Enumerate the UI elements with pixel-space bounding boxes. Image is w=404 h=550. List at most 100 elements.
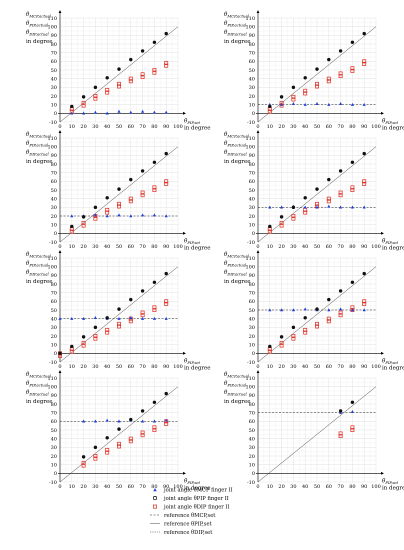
- y-tick-label: 0: [252, 231, 255, 237]
- y-tick-label: 90: [51, 153, 57, 159]
- legend-label-dip: joint angle θDIP finger II: [163, 505, 230, 511]
- x-tick-label: 50: [116, 484, 122, 490]
- y-tick-label: 10: [51, 102, 57, 108]
- y-tick-label: 80: [51, 282, 57, 288]
- x-tick-label: 0: [256, 364, 259, 370]
- x-tick-label: 100: [173, 364, 183, 370]
- x-axis-arrow: [183, 351, 186, 355]
- x-tick-label: 80: [349, 244, 355, 250]
- y-tick-label: 40: [249, 316, 255, 322]
- y-tick-label: 50: [249, 188, 255, 194]
- dip-marker: [291, 336, 296, 341]
- dip-marker: [350, 68, 355, 73]
- dip-marker: [93, 216, 98, 221]
- mcp-marker: [291, 308, 295, 312]
- dip-marker: [303, 88, 308, 93]
- y-tick-label: 100: [47, 384, 57, 390]
- y-tick-label: -10: [247, 480, 255, 486]
- y-tick-label: 30: [51, 445, 57, 451]
- x-tick-label: 80: [349, 484, 355, 490]
- dip-marker: [152, 68, 157, 72]
- pip-marker: [279, 335, 284, 339]
- y-axis-label: θMCP,actual: [224, 252, 250, 258]
- y-tick-label: 80: [51, 42, 57, 48]
- y-tick-label: 50: [249, 68, 255, 74]
- dip-marker: [152, 428, 157, 432]
- x-tick-label: 10: [69, 124, 75, 130]
- dip-marker: [164, 421, 169, 426]
- x-axis-label: θPIP,set: [382, 478, 399, 484]
- dip-marker: [140, 433, 145, 438]
- y-tick-label: 40: [249, 196, 255, 202]
- y-tick-label: 100: [245, 144, 255, 150]
- dip-marker: [105, 450, 110, 455]
- mcp-marker: [105, 418, 109, 422]
- dip-marker: [81, 460, 86, 465]
- y-tick-label: 110: [47, 16, 57, 22]
- pip-marker: [164, 391, 168, 396]
- y-axis-label: in degree: [224, 399, 251, 405]
- mcp-marker: [93, 110, 97, 114]
- dip-marker: [279, 343, 284, 348]
- y-axis-label: θDIP,actual: [26, 30, 49, 36]
- y-axis-label: θDIP,actual: [224, 30, 247, 36]
- pip-marker: [81, 215, 86, 219]
- mcp-marker: [70, 214, 74, 218]
- mcp-marker: [141, 419, 145, 423]
- x-axis-arrow: [381, 351, 384, 355]
- dip-marker: [279, 223, 284, 228]
- y-tick-label: 60: [51, 179, 57, 185]
- x-axis-arrow: [381, 111, 384, 115]
- y-tick-label: 40: [51, 316, 57, 322]
- dip-marker: [326, 316, 331, 321]
- dip-marker: [291, 334, 296, 338]
- dip-marker: [362, 61, 367, 66]
- dip-marker: [81, 103, 86, 108]
- reference-pip-line: [59, 386, 179, 483]
- dip-marker: [128, 319, 133, 324]
- pip-marker: [338, 409, 343, 413]
- dip-marker: [338, 434, 343, 439]
- chart-panel-2: 0 10 20 30 40 50 60 70 80 90 100-10010203040506070…: [224, 10, 404, 131]
- chart-panel-8: 0 10 20 30 40 50 60 70 80 90 100-10010203040506070…: [224, 370, 404, 491]
- x-tick-label: 10: [267, 484, 273, 490]
- dip-marker: [315, 324, 319, 329]
- dip-marker: [315, 201, 319, 206]
- y-axis-label: θMCP,actual: [224, 372, 250, 378]
- pip-marker: [315, 67, 319, 71]
- pip-marker: [93, 85, 98, 90]
- x-axis-arrow: [381, 471, 384, 475]
- pip-marker: [129, 417, 133, 422]
- pip-marker: [105, 76, 109, 80]
- pip-marker: [350, 400, 355, 404]
- pip-marker: [152, 280, 157, 284]
- dip-marker: [93, 336, 98, 341]
- y-tick-label: 0: [252, 351, 255, 357]
- x-axis-label: in degree: [184, 485, 211, 491]
- mcp-marker: [280, 102, 284, 106]
- pip-marker: [152, 40, 157, 44]
- y-tick-label: -10: [247, 240, 255, 246]
- mcp-marker: [93, 213, 97, 217]
- dip-marker: [105, 87, 110, 92]
- y-tick-label: 20: [249, 94, 255, 100]
- pip-marker: [164, 271, 168, 276]
- y-tick-label: 90: [51, 273, 57, 279]
- y-tick-label: 30: [249, 325, 255, 331]
- pip-marker: [129, 177, 133, 182]
- x-tick-label: 90: [361, 124, 367, 130]
- dip-marker: [117, 201, 121, 206]
- dip-marker: [338, 310, 343, 315]
- dip-marker: [140, 72, 145, 77]
- x-tick-label: 20: [80, 484, 86, 490]
- mcp-marker: [82, 316, 86, 320]
- x-tick-label: 90: [163, 364, 169, 370]
- x-tick-label: 80: [151, 124, 157, 130]
- y-tick-label: 60: [249, 59, 255, 65]
- mcp-marker: [339, 205, 343, 209]
- mcp-marker: [152, 419, 156, 423]
- dip-marker: [267, 229, 272, 234]
- chart-panel-1: 0 10 20 30 40 50 60 70 80 90 100-10010203040506070…: [26, 10, 211, 131]
- y-tick-label: 60: [249, 179, 255, 185]
- x-tick-label: 70: [337, 484, 343, 490]
